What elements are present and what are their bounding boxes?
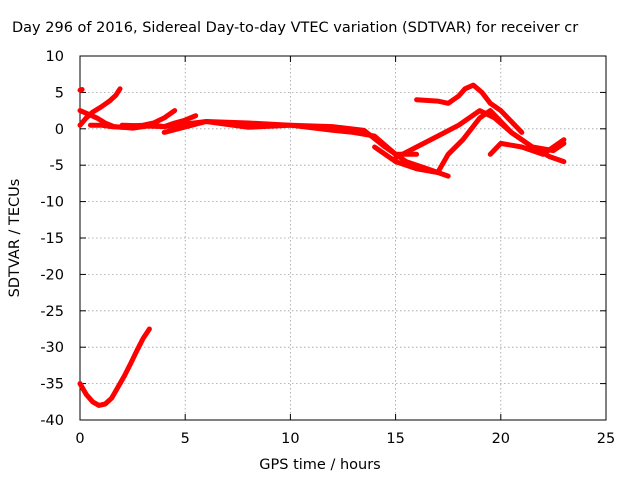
series-line-arc-10	[487, 137, 567, 157]
series-line-arc-9	[414, 82, 525, 135]
y-axis-label: SDTVAR / TECUs	[7, 178, 23, 298]
y-tick-label: -5	[50, 158, 64, 174]
y-tick-label: -40	[40, 413, 64, 429]
y-tick-label: -35	[40, 377, 64, 393]
x-tick-label: 5	[181, 431, 190, 447]
series-line-arc-8	[372, 108, 567, 175]
x-tick-label: 0	[75, 431, 84, 447]
grid	[80, 56, 606, 420]
y-tick-label: -30	[40, 340, 64, 356]
x-tick-label: 15	[386, 431, 404, 447]
axis-ticks: 0 5 10 15 20 25 -40 -35 -30 -25 -20 -15 -10 -5 0 5 10	[40, 49, 615, 447]
x-tick-label: 10	[281, 431, 299, 447]
y-tick-label: -10	[40, 195, 64, 211]
x-axis-label: GPS time / hours	[259, 457, 381, 473]
series-line-arc-6	[161, 119, 420, 157]
x-tick-label: 20	[492, 431, 510, 447]
y-tick-label: 10	[46, 49, 64, 65]
y-tick-label: 5	[55, 85, 64, 101]
series-line-arc-1	[77, 87, 85, 93]
series-line-arc-11	[77, 326, 152, 408]
x-tick-label: 25	[597, 431, 615, 447]
y-tick-label: -25	[40, 304, 64, 320]
y-tick-label: -20	[40, 267, 64, 283]
chart-title: Day 296 of 2016, Sidereal Day-to-day VTE…	[12, 20, 579, 36]
y-tick-label: 0	[55, 122, 64, 138]
data-series	[77, 82, 567, 408]
series-line-arc-2	[77, 86, 123, 128]
plot-frame	[79, 55, 607, 421]
plot-border	[79, 55, 607, 421]
y-tick-label: -15	[40, 231, 64, 247]
